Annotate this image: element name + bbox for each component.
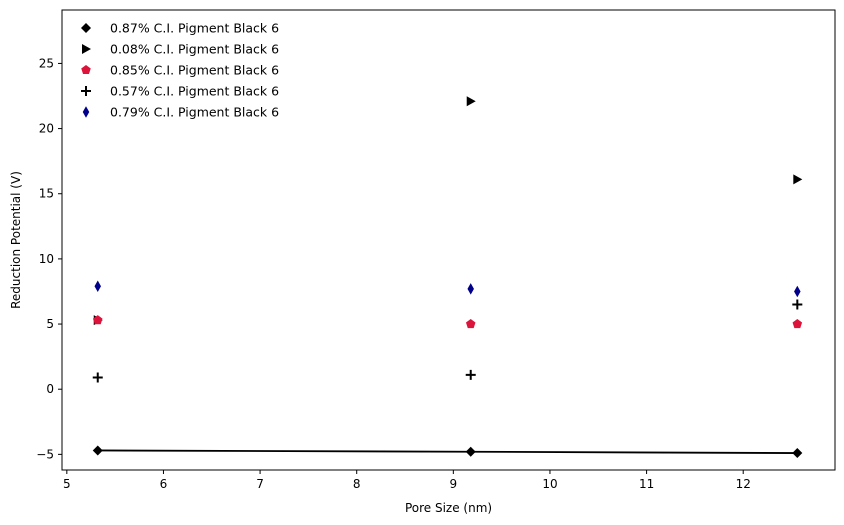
x-axis-label: Pore Size (nm) (405, 501, 492, 515)
axes: 5 6 7 8 9 10 11 12 −5 0 5 10 15 20 25 Pore Size (nm) Red… (9, 9, 836, 515)
legend-marker (82, 106, 90, 118)
data-point (467, 283, 474, 295)
legend-entry: 0.57% C.I. Pigment Black 6 (81, 84, 279, 99)
x-tick-label: 8 (353, 477, 361, 491)
data-point (792, 319, 803, 329)
legend-marker (81, 65, 91, 75)
y-tick-label: 10 (39, 252, 54, 266)
x-tick-label: 7 (256, 477, 264, 491)
legend-entry: 0.79% C.I. Pigment Black 6 (82, 105, 279, 120)
legend-marker (81, 23, 91, 33)
data-point (92, 372, 103, 383)
y-tick-label: 25 (39, 56, 54, 70)
data-point (465, 446, 476, 457)
legend-label: 0.08% C.I. Pigment Black 6 (110, 42, 279, 57)
x-tick-label: 6 (160, 477, 168, 491)
data-point (465, 369, 476, 380)
series-1-line (97, 449, 798, 454)
legend-marker (82, 44, 91, 54)
data-point (466, 96, 476, 107)
legend-marker (81, 86, 91, 96)
legend-label: 0.79% C.I. Pigment Black 6 (110, 105, 279, 120)
x-tick-label: 12 (736, 477, 751, 491)
legend: 0.87% C.I. Pigment Black 6 0.08% C.I. Pig… (81, 21, 279, 120)
y-tick-label: −5 (36, 447, 54, 461)
data-point (93, 315, 103, 325)
plot-frame (61, 9, 836, 471)
legend-entry: 0.08% C.I. Pigment Black 6 (82, 42, 279, 57)
series-4 (92, 299, 803, 383)
y-tick-label: 15 (39, 187, 54, 201)
series-1 (92, 445, 803, 459)
y-tick-label: 20 (39, 122, 54, 136)
series-3 (93, 315, 803, 329)
x-tick-label: 9 (450, 477, 458, 491)
y-axis-label: Reduction Potential (V) (9, 171, 23, 309)
plot-area (92, 96, 803, 459)
y-tick-label: 5 (46, 317, 54, 331)
data-point (794, 285, 801, 298)
y-tick-label: 0 (46, 382, 54, 396)
data-point (792, 299, 803, 310)
series-2 (93, 96, 803, 326)
data-point (792, 448, 803, 459)
legend-label: 0.85% C.I. Pigment Black 6 (110, 63, 279, 78)
data-point (92, 445, 103, 456)
legend-entry: 0.87% C.I. Pigment Black 6 (81, 21, 279, 36)
legend-label: 0.57% C.I. Pigment Black 6 (110, 84, 279, 99)
x-tick-label: 5 (63, 477, 71, 491)
x-tick-label: 10 (542, 477, 557, 491)
data-point (94, 280, 102, 293)
data-point (465, 319, 476, 329)
x-tick-label: 11 (639, 477, 654, 491)
series-5 (94, 280, 801, 298)
legend-entry: 0.85% C.I. Pigment Black 6 (81, 63, 279, 78)
legend-label: 0.87% C.I. Pigment Black 6 (110, 21, 279, 36)
data-point (793, 174, 803, 185)
